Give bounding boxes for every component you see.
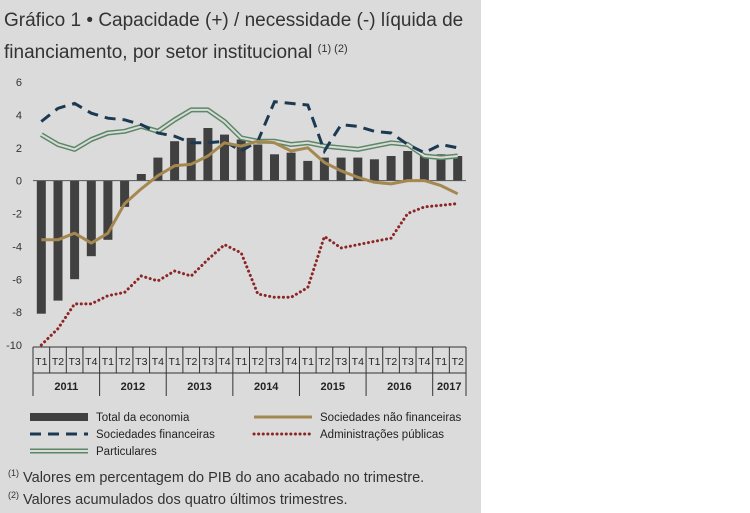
- year-label-2014: 2014: [254, 381, 279, 393]
- chart-title-label: Gráfico 1: [4, 10, 82, 31]
- line-particulares-inner: [40, 108, 458, 159]
- chart-title-bullet: •: [86, 10, 94, 31]
- quarter-label-18: T3: [335, 356, 347, 368]
- quarter-label-9: T2: [185, 356, 197, 368]
- quarter-label-17: T2: [318, 356, 330, 368]
- line-financeiras: [40, 100, 458, 155]
- y-tick-label--8: -8: [12, 307, 22, 319]
- year-label-2013: 2013: [187, 381, 211, 393]
- quarter-label-1: T2: [52, 356, 64, 368]
- chart-title-refs: (1) (2): [317, 43, 348, 55]
- bar-total-3: [86, 180, 96, 257]
- quarter-label-22: T3: [402, 356, 414, 368]
- footnote-1-mark: (1): [8, 468, 19, 478]
- bar-total-23: [419, 156, 429, 181]
- y-tick-label-0: 0: [16, 176, 22, 188]
- quarter-label-24: T1: [435, 356, 447, 368]
- y-tick-label--10: -10: [6, 340, 22, 352]
- bar-total-8: [170, 141, 180, 181]
- bar-total-15: [286, 152, 296, 181]
- quarter-label-0: T1: [35, 356, 47, 368]
- quarter-label-2: T3: [68, 356, 80, 368]
- legend-label-particulares: Particulares: [96, 446, 157, 458]
- quarter-label-23: T4: [418, 356, 430, 368]
- chart-title-text: Capacidade (+) / necessidade (-) líquida…: [4, 10, 464, 63]
- quarter-label-7: T4: [152, 356, 164, 368]
- y-tick-label-6: 6: [16, 77, 22, 89]
- bar-total-17: [319, 157, 329, 181]
- quarter-label-14: T3: [268, 356, 280, 368]
- legend-label-administracoes: Administrações públicas: [320, 429, 444, 441]
- footnote-2-mark: (2): [8, 490, 19, 500]
- quarter-label-20: T1: [368, 356, 380, 368]
- footnote-1-text: Valores em percentagem do PIB do ano aca…: [23, 470, 425, 486]
- quarter-label-21: T2: [385, 356, 397, 368]
- bar-total-14: [270, 154, 279, 181]
- bar-total-5: [120, 180, 130, 207]
- bar-total-0: [36, 180, 46, 314]
- bar-total-13: [253, 144, 263, 181]
- year-label-2015: 2015: [321, 381, 345, 393]
- bar-total-9: [186, 137, 196, 181]
- legend-label-financeiras: Sociedades financeiras: [96, 429, 215, 441]
- footnote-1: (1) Valores em percentagem do PIB do ano…: [8, 468, 424, 486]
- bar-total-12: [236, 139, 246, 181]
- y-tick-label--4: -4: [12, 241, 22, 253]
- bar-total-16: [303, 160, 313, 181]
- bar-total-18: [336, 157, 346, 181]
- chart-panel: Gráfico 1 • Capacidade (+) / necessidade…: [0, 0, 481, 513]
- y-tick-label-2: 2: [16, 143, 22, 155]
- quarter-label-25: T2: [452, 356, 464, 368]
- bar-total-11: [220, 134, 229, 181]
- bar-total-6: [136, 174, 146, 181]
- quarter-label-12: T1: [235, 356, 247, 368]
- bar-total-4: [103, 180, 113, 240]
- quarter-label-13: T2: [252, 356, 264, 368]
- quarter-label-15: T4: [285, 356, 297, 368]
- y-tick-label--2: -2: [12, 209, 22, 221]
- quarter-label-6: T3: [135, 356, 147, 368]
- footnote-2-text: Valores acumulados dos quatro últimos tr…: [23, 492, 348, 508]
- bar-total-21: [386, 156, 396, 181]
- quarter-label-16: T1: [302, 356, 314, 368]
- year-label-2017: 2017: [437, 381, 461, 393]
- bar-total-22: [403, 151, 413, 181]
- y-tick-label-4: 4: [16, 110, 22, 122]
- chart-title: Gráfico 1 • Capacidade (+) / necessidade…: [4, 6, 480, 67]
- bar-total-7: [153, 157, 163, 181]
- year-label-2011: 2011: [54, 381, 78, 393]
- bar-total-25: [453, 156, 463, 181]
- legend-label-nao_financeiras: Sociedades não financeiras: [320, 412, 462, 424]
- year-label-2012: 2012: [121, 381, 145, 393]
- quarter-label-3: T4: [85, 356, 97, 368]
- line-nao-financeiras: [41, 139, 459, 245]
- bar-total-19: [353, 157, 363, 181]
- year-label-2016: 2016: [387, 381, 411, 393]
- quarter-label-11: T4: [218, 356, 230, 368]
- legend-label-total: Total da economia: [96, 412, 190, 424]
- legend-swatch-total: [30, 413, 88, 421]
- quarter-label-4: T1: [102, 356, 114, 368]
- bar-total-20: [369, 159, 379, 181]
- quarter-label-10: T3: [202, 356, 214, 368]
- bar-total-24: [436, 154, 446, 181]
- y-tick-label--6: -6: [12, 274, 22, 286]
- bar-total-2: [70, 180, 80, 280]
- chart-svg: 6 4 2 0 -2 -4 -6 -8 -10 T1 T2 T3 T4 T1 T2 T3 T4 T1 T2 T3 T4 T…: [6, 77, 467, 458]
- line-administracoes: [39, 202, 460, 347]
- quarter-label-8: T1: [168, 356, 180, 368]
- quarter-label-5: T2: [118, 356, 130, 368]
- quarter-label-19: T4: [352, 356, 364, 368]
- footnote-2: (2) Valores acumulados dos quatro último…: [8, 490, 348, 508]
